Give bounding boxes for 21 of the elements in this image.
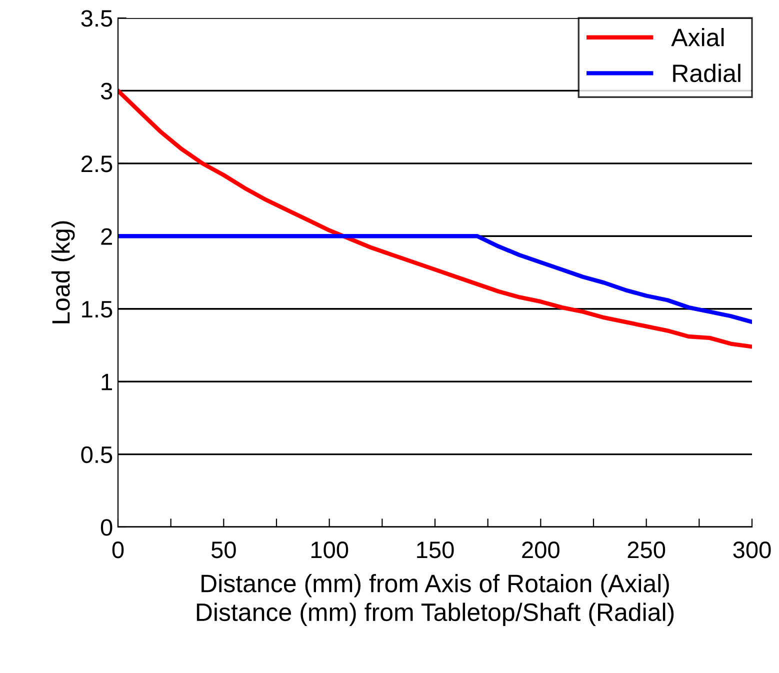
- x-tick-label: 200: [522, 542, 560, 558]
- line-series: [118, 234, 752, 324]
- y-tick-label: 2: [101, 228, 112, 245]
- x-tick-label: 300: [733, 542, 771, 558]
- x-axis-title: Distance (mm) from Axis of Rotaion (Axial) Distance (mm) from Tabletop/Shaft (Radial): [196, 574, 674, 626]
- y-axis-title: Load (kg): [51, 221, 75, 324]
- x-tick-label: 100: [311, 542, 348, 558]
- x-tick-label: 250: [628, 542, 666, 558]
- x-tick-label: 150: [417, 542, 454, 558]
- y-tick-label: 3: [100, 82, 112, 100]
- y-tick-label: 3.5: [81, 10, 112, 27]
- x-tick-label: 0: [112, 542, 124, 558]
- x-tick-label: 50: [211, 542, 236, 558]
- y-tick-label: 1: [102, 374, 112, 390]
- y-tick-label: 0: [100, 519, 112, 536]
- y-tick-label: 1.5: [82, 301, 112, 318]
- legend-label: Axial: [671, 28, 724, 46]
- y-tick-label: 2.5: [82, 155, 112, 172]
- legend-label: Radial: [673, 64, 740, 82]
- y-tick-label: 0.5: [81, 446, 112, 464]
- line-series: [118, 88, 752, 349]
